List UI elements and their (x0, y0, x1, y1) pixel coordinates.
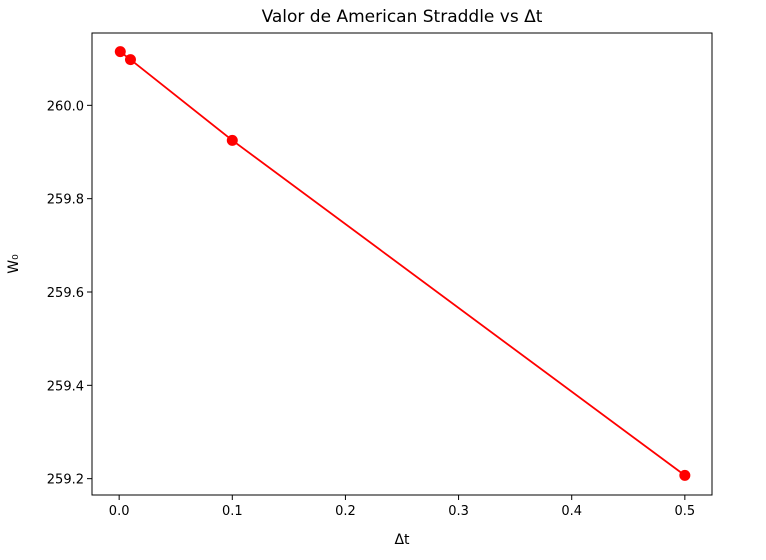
y-tick-label: 259.4 (47, 379, 84, 394)
y-axis-label: W₀ (6, 254, 22, 274)
x-tick-label: 0.1 (222, 504, 243, 519)
y-tick-label: 259.6 (47, 286, 84, 301)
x-tick-label: 0.0 (109, 504, 130, 519)
data-point (124, 54, 136, 66)
y-axis: 259.2 259.4 259.6 259.8 260.0 (47, 99, 92, 488)
x-axis-label: Δt (394, 532, 410, 548)
x-tick-label: 0.5 (675, 504, 696, 519)
y-tick-label: 260.0 (47, 99, 84, 114)
chart-title: Valor de American Straddle vs Δt (262, 7, 543, 27)
plot-frame (91, 32, 713, 496)
series-layer (114, 46, 691, 481)
y-tick-label: 259.8 (47, 193, 84, 208)
data-point (226, 134, 238, 146)
data-point (679, 469, 691, 481)
x-tick-label: 0.4 (561, 504, 582, 519)
y-tick-label: 259.2 (47, 473, 84, 488)
data-point (114, 46, 126, 58)
x-axis: 0.0 0.1 0.2 0.3 0.4 0.5 (109, 495, 695, 519)
x-tick-label: 0.3 (448, 504, 469, 519)
series-line (119, 50, 686, 477)
x-tick-label: 0.2 (335, 504, 356, 519)
